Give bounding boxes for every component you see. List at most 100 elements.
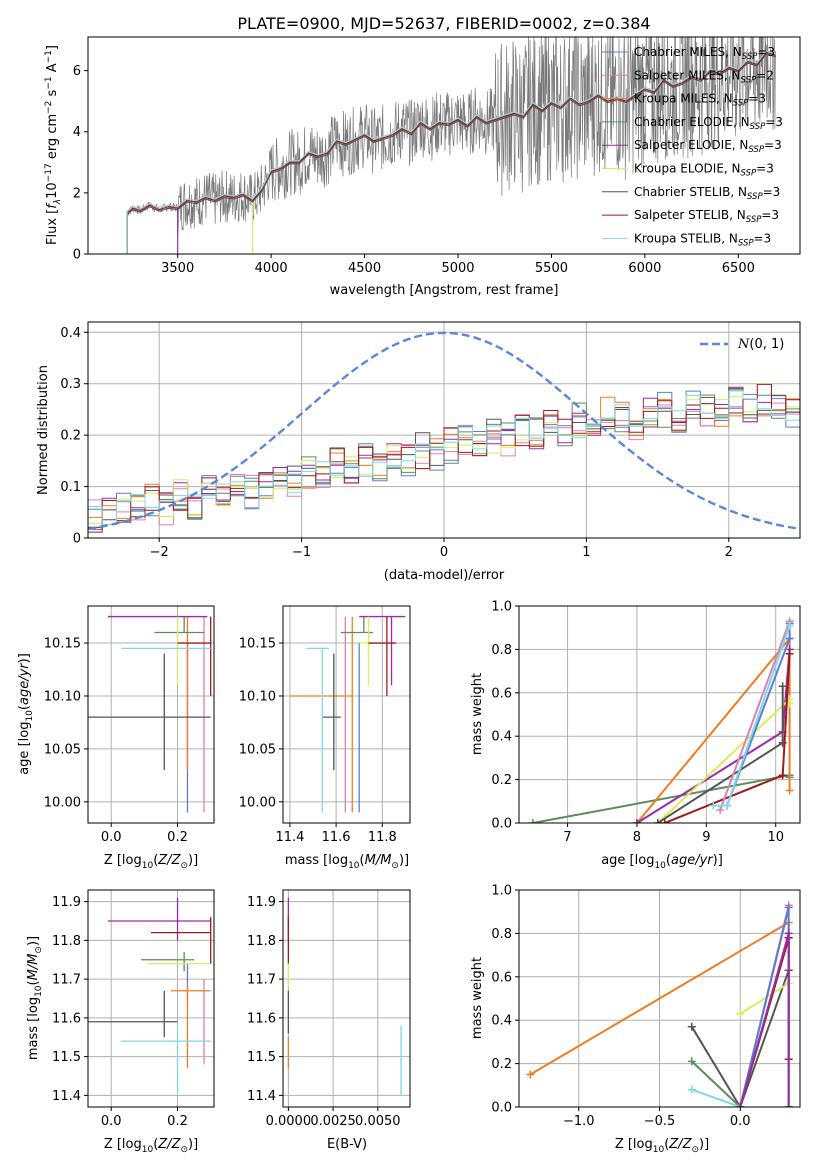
histogram-kroupa-stelib	[88, 390, 800, 525]
x-tick-label: 0.0000	[266, 1114, 312, 1129]
legend-entry: Chabrier STELIB, NSSP=3	[634, 185, 780, 202]
y-tick-label: 11.8	[52, 934, 81, 949]
y-tick-label: 1.0	[491, 600, 512, 615]
point-kroupa-miles	[170, 983, 211, 1069]
x-tick-label: 0.0	[101, 830, 122, 845]
x-axis-label: Z [log10(Z/Z⊙)]	[104, 853, 198, 871]
x-tick-label: −0.5	[644, 1114, 676, 1129]
plot-area	[519, 890, 800, 1107]
series-marker	[784, 903, 793, 912]
legend-entry: Chabrier ELODIE, NSSP=3	[634, 115, 783, 132]
x-tick-label: 0.0	[730, 1114, 751, 1129]
y-tick-label: 0.0	[491, 1101, 512, 1116]
series-line	[690, 969, 790, 1107]
point-salpeter-elodie	[359, 615, 406, 686]
y-tick-label: 0.6	[491, 970, 512, 985]
x-tick-label: −2	[150, 545, 169, 560]
axes-frame	[282, 605, 411, 824]
x-tick-label: 2	[725, 545, 733, 560]
y-tick-label: 10.10	[239, 689, 276, 704]
y-tick-label: 10.15	[44, 637, 81, 652]
axes-spectrum: 3500 4000 4500 5000 5500 6000 6500 0 2 4 6 Chabrier…	[44, 36, 801, 298]
series-marker	[736, 1103, 745, 1107]
x-axis-label: Z [log10(Z/Z⊙)]	[104, 1137, 198, 1155]
series-marker	[687, 1057, 696, 1066]
plot-area	[283, 606, 410, 823]
series-chabrier-miles	[736, 903, 793, 1107]
legend-entry: Kroupa STELIB, NSSP=3	[634, 231, 771, 248]
y-tick-label: 10.10	[44, 689, 81, 704]
plot-area	[88, 322, 800, 538]
y-axis-label: age [log10(age/yr)]	[17, 653, 35, 775]
data-spectrum-line	[126, 37, 776, 235]
y-tick-label: 10.00	[239, 795, 276, 810]
series-marker	[778, 682, 787, 691]
point-chabrier-stelib	[88, 653, 211, 771]
y-tick-label: 2	[73, 186, 81, 201]
series-line	[636, 635, 791, 823]
x-axis-label: Z [log10(Z/Z⊙)]	[615, 1137, 709, 1155]
point-salpeter-stelib	[151, 917, 212, 964]
y-tick-label: 11.5	[247, 1050, 276, 1065]
y-tick-label: 1.0	[491, 884, 512, 899]
series-marker	[687, 1085, 696, 1094]
series-marker	[785, 786, 794, 795]
series-marker	[778, 771, 787, 780]
axes-mass_weight_vs_age: 7 8 9 10 0.0 0.2 0.4 0.6 0.8 1.0 age [log10(age/yr…	[470, 600, 801, 871]
y-tick-label: 11.4	[52, 1089, 81, 1104]
histogram-salpeter-stelib	[88, 383, 800, 533]
point-chabrier-elodie	[141, 952, 195, 972]
y-tick-label: 0.8	[491, 927, 512, 942]
series-kroupa-miles	[632, 634, 794, 823]
y-tick-label: 11.5	[52, 1050, 81, 1065]
y-tick-label: 0.4	[491, 730, 512, 745]
point-chabrier-elodie	[340, 616, 374, 634]
series-marker	[716, 805, 725, 814]
y-tick-label: 11.6	[52, 1011, 81, 1026]
y-axis-label: Flux [fλ10−17 erg cm−2 s−1 A−1]	[44, 45, 63, 245]
axes-age_vs_mass: 11.4 11.6 11.8 10.00 10.05 10.10 10.15 mass [lo…	[239, 605, 411, 871]
plot-area	[283, 890, 410, 1107]
x-tick-label: 9	[702, 830, 710, 845]
point-salpeter-stelib	[177, 616, 212, 696]
series-chabrier-stelib	[653, 682, 787, 823]
x-tick-label: −1	[292, 545, 311, 560]
series-marker	[526, 1070, 535, 1079]
y-tick-label: 10.05	[239, 742, 276, 757]
x-tick-label: 8	[633, 830, 641, 845]
axes-frame	[87, 889, 215, 1108]
series-kroupa-elodie	[653, 695, 794, 823]
series-marker	[736, 1009, 745, 1018]
y-tick-label: 0.3	[60, 377, 81, 392]
axes-mass_weight_vs_Z: −1.0 −0.5 0.0 0.0 0.2 0.4 0.6 0.8 1.0 Z [log10(Z/…	[470, 884, 801, 1155]
series-marker	[785, 621, 794, 630]
x-tick-label: 0.0050	[355, 1114, 401, 1129]
y-tick-label: 0.2	[491, 1057, 512, 1072]
point-kroupa-elodie	[359, 616, 374, 686]
point-chabrier-stelib	[88, 990, 178, 1038]
legend-entry: Salpeter STELIB, NSSP=3	[634, 208, 779, 225]
series-marker	[653, 819, 662, 823]
series-kroupa-stelib	[709, 621, 794, 810]
plot-area	[88, 606, 214, 823]
legend-entry: Salpeter ELODIE, NSSP=3	[634, 138, 782, 155]
point-kroupa-miles	[289, 616, 353, 813]
x-tick-label: 5000	[441, 261, 474, 276]
y-tick-label: 11.9	[52, 895, 81, 910]
series-marker	[784, 1103, 793, 1107]
y-axis-label: Normed distribution	[36, 365, 51, 495]
y-tick-label: 4	[73, 125, 81, 140]
x-axis-label: E(B-V)	[327, 1137, 367, 1152]
legend-entry: N(0, 1)	[737, 337, 784, 352]
y-tick-label: 0.8	[491, 643, 512, 658]
x-axis-label: age [log10(age/yr)]	[601, 853, 723, 871]
x-axis-label: wavelength [Angstrom, rest frame]	[330, 283, 559, 298]
axes-frame	[87, 36, 801, 255]
x-tick-label: 6000	[628, 261, 661, 276]
series-marker	[723, 801, 732, 810]
point-kroupa-stelib	[306, 647, 330, 813]
y-tick-label: 0	[73, 532, 81, 547]
axes-frame	[518, 605, 801, 824]
histogram-chabrier-miles	[88, 390, 800, 519]
